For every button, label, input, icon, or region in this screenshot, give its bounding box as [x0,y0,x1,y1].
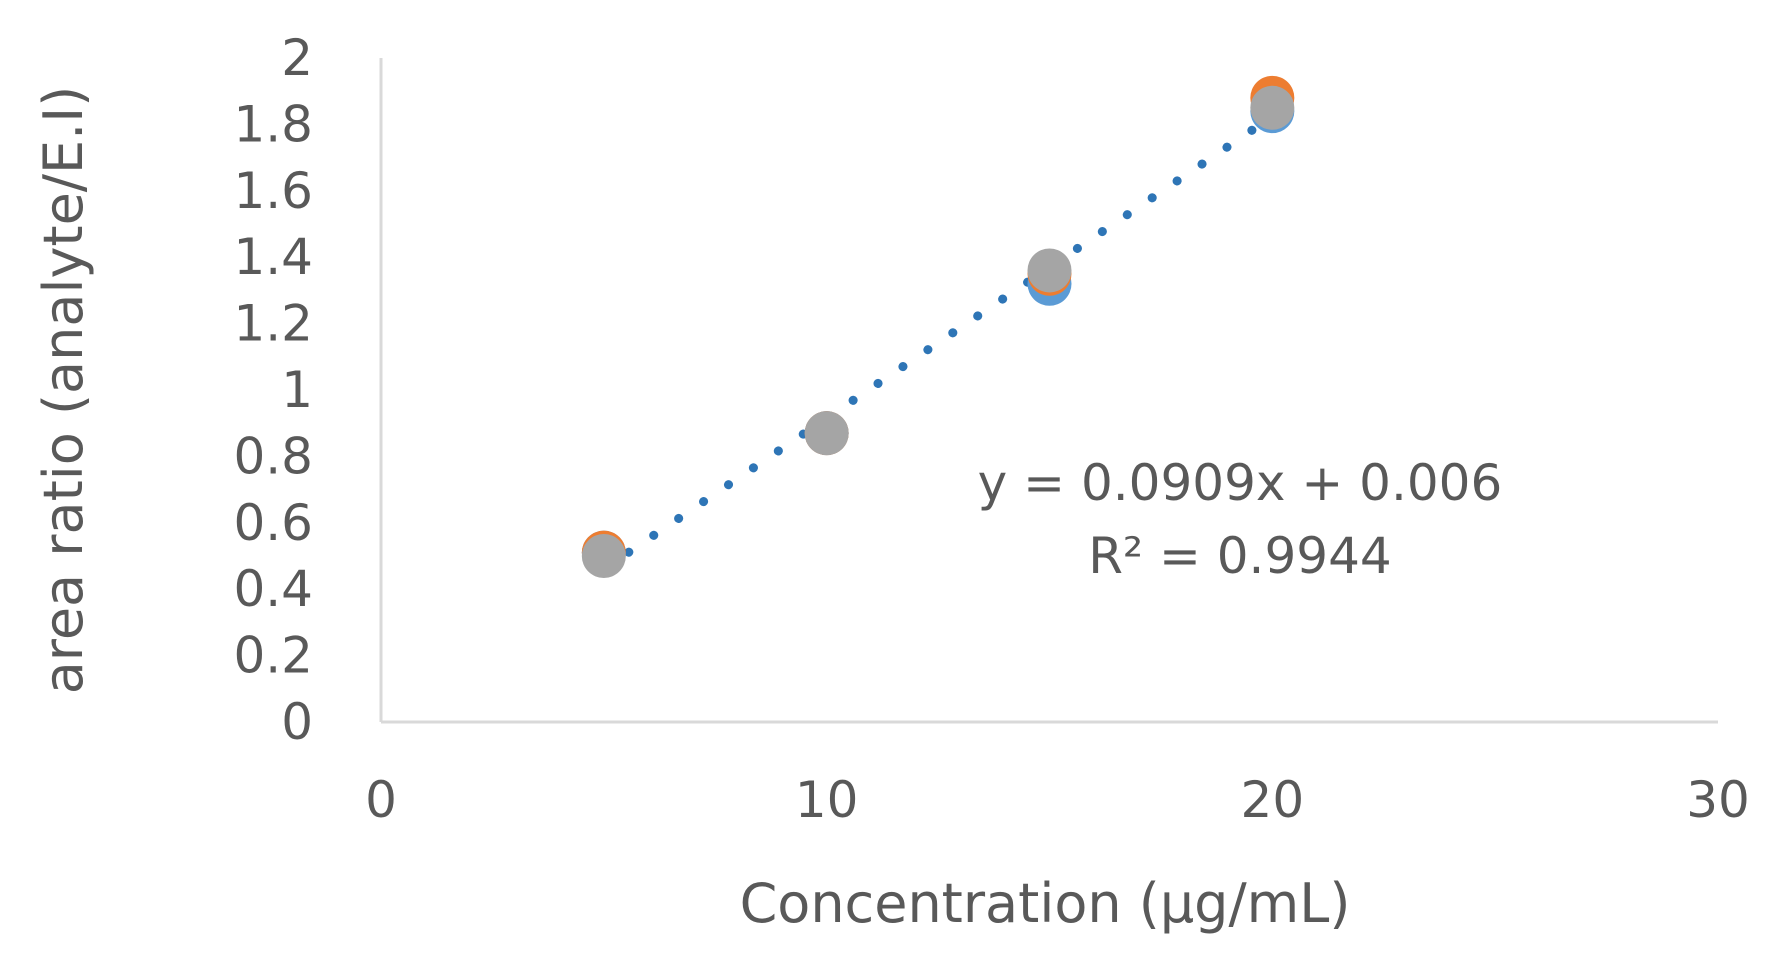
y-tick-label: 0.8 [233,427,313,485]
x-tick-label: 30 [1686,771,1750,829]
y-tick-label: 1.4 [233,228,313,286]
x-axis-title: Concentration (µg/mL) [740,872,1351,935]
data-points-layer [581,75,1295,578]
y-tick-label: 0.2 [233,627,313,685]
y-tick-label: 0.4 [233,560,313,618]
x-tick-label: 0 [365,771,397,829]
y-tick-label: 0 [281,693,313,751]
y-axis-title: area ratio (analyte/E.I) [32,86,95,695]
data-point-series-3 [804,411,849,456]
data-point-series-3 [1027,248,1072,293]
x-tick-label: 20 [1241,771,1305,829]
r-squared-label: R² = 0.9944 [1088,527,1391,585]
y-tick-label: 1.2 [233,295,313,353]
labels-layer: Concentration (µg/mL) area ratio (analyt… [32,86,1502,935]
trendline-equation: y = 0.0909x + 0.006 [978,454,1503,512]
data-point-series-3 [1250,85,1295,130]
x-tick-label: 10 [795,771,859,829]
y-tick-label: 0.6 [233,494,313,552]
y-tick-label: 1 [281,361,313,419]
y-tick-label: 1.6 [233,162,313,220]
y-tick-label: 1.8 [233,95,313,153]
axes: 00.20.40.60.811.21.41.61.820 10 20 30 [233,29,1749,829]
y-tick-label: 2 [281,29,313,87]
data-point-series-3 [581,534,626,578]
